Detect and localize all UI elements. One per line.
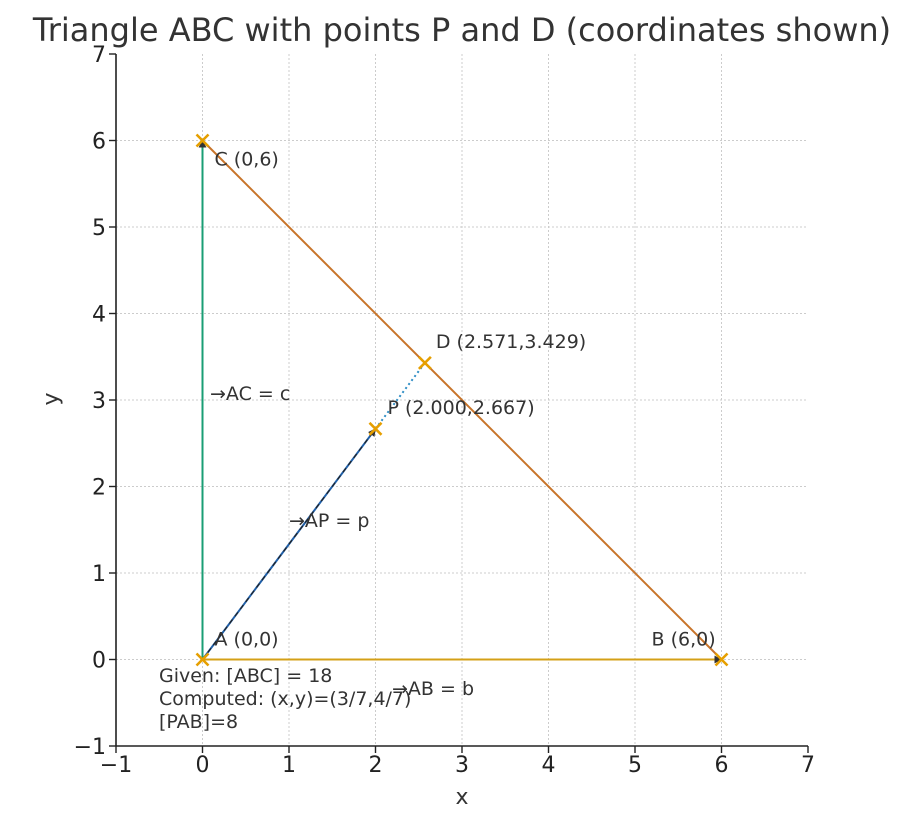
y-axis-label: y [39,392,64,405]
annotation-line: Given: [ABC] = 18 [159,665,332,687]
vector-ac-label: →AC = c [210,383,290,405]
ap-extension-line [374,362,426,430]
x-tick-label: 7 [801,753,815,778]
x-tick-label: 2 [369,753,383,778]
annotation-line: Computed: (x,y)=(3/7,4/7) [159,688,411,710]
y-tick-label: 4 [92,303,106,328]
x-tick-label: 5 [628,753,642,778]
x-tick-label: 4 [542,753,556,778]
plot-area: −1 0 1 2 3 4 5 6 7 −1 0 1 2 3 4 5 6 7 A (0,0) B (6,0) C (0,6… [74,43,815,778]
annotation-line: [PAB]=8 [159,711,238,733]
chart-title: Triangle ABC with points P and D (coordi… [32,11,891,49]
point-marker-d [417,355,432,370]
y-tick-label: 6 [92,130,106,155]
y-tick-label: 5 [92,216,106,241]
point-marker-b [714,652,729,667]
point-marker-p [368,421,383,436]
y-tick-label: 0 [92,649,106,674]
point-label-a: A (0,0) [215,629,279,651]
y-tick-label: 7 [92,43,106,68]
x-axis-label: x [455,785,468,810]
point-label-b: B (6,0) [652,629,716,651]
point-marker-a [195,652,210,667]
y-tick-label: 3 [92,389,106,414]
vector-ap-dash [202,428,376,660]
y-tick-label: 2 [92,476,106,501]
point-label-p: P (2.000,2.667) [388,397,535,419]
x-tick-label: −1 [100,753,132,778]
x-tick-label: 3 [455,753,469,778]
point-label-d: D (2.571,3.429) [436,331,586,353]
point-marker-c [195,133,210,148]
x-tick-label: 1 [282,753,296,778]
vector-ab-label: →AB = b [392,678,474,700]
y-tick-label: −1 [74,735,106,760]
x-tick-label: 6 [715,753,729,778]
x-tick-label: 0 [196,753,210,778]
point-label-c: C (0,6) [215,149,279,171]
triangle-side-bc [201,139,723,661]
vector-ap-label: →AP = p [289,510,369,532]
y-tick-label: 1 [92,562,106,587]
